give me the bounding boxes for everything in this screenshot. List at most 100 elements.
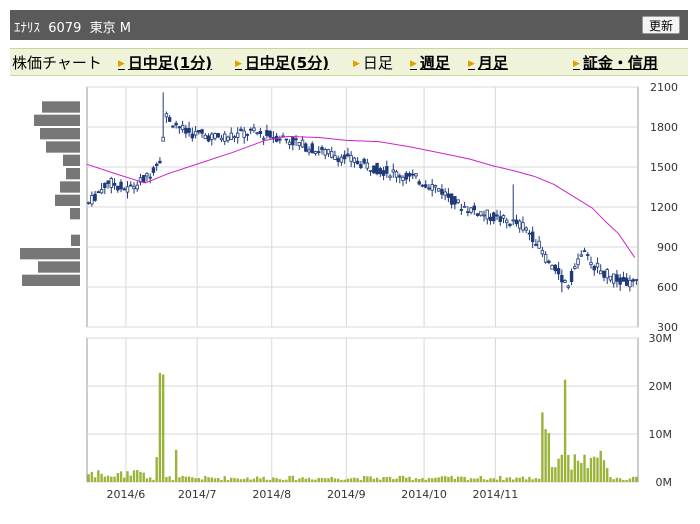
volume-bar: [252, 478, 256, 482]
candle-body: [142, 175, 146, 183]
tab-monthly[interactable]: ▶ 月足: [468, 52, 508, 73]
candle-body: [631, 279, 635, 282]
candle-body: [287, 141, 292, 145]
candle-body: [495, 214, 499, 217]
tab-margin-credit[interactable]: ▶ 証金・信用: [573, 52, 658, 73]
volume-bar: [356, 478, 359, 482]
candle-body: [404, 172, 408, 180]
candle-body: [462, 205, 467, 208]
volume-bar: [158, 373, 162, 482]
candle-body: [453, 196, 457, 205]
candle-body: [187, 128, 191, 133]
tab-weekly[interactable]: ▶ 週足: [410, 52, 450, 73]
volume-bar: [213, 478, 217, 482]
tab-intraday-5min[interactable]: ▶ 日中足(5分): [235, 52, 329, 73]
volume-bar: [330, 476, 333, 482]
candle-body: [304, 143, 308, 152]
volume-bar: [191, 477, 194, 482]
refresh-button[interactable]: 更新: [641, 16, 680, 34]
candle-body: [394, 171, 399, 178]
volume-bar: [443, 476, 447, 482]
volume-bar: [479, 475, 483, 482]
chart-type-tab-bar: 株価チャート ▶ 日中足(1分) ▶ 日中足(5分) ▶ 日足 ▶ 週足 ▶ 月足 ▶ 証金…: [10, 48, 688, 76]
candle-body: [365, 162, 370, 169]
volume-bar: [482, 479, 486, 482]
arrow-right-icon: ▶: [353, 59, 360, 69]
volume-bar: [349, 478, 353, 482]
candle-body: [573, 266, 577, 269]
candle-body: [586, 254, 590, 256]
candle-body: [161, 136, 165, 142]
volume-tick-label: 30M: [649, 332, 673, 345]
candle-body: [563, 280, 567, 283]
volume-bar: [534, 478, 538, 482]
candle-body: [424, 184, 428, 188]
volume-bar: [567, 455, 570, 482]
candle-body: [125, 186, 130, 193]
candle-body: [96, 191, 101, 194]
candle-body: [372, 165, 376, 174]
candle-body: [517, 220, 522, 229]
candle-body: [482, 214, 486, 217]
volume-bar: [119, 471, 123, 482]
volume-bar: [149, 477, 152, 482]
volume-bar: [129, 475, 132, 482]
candle-body: [177, 126, 182, 129]
candle-body: [446, 193, 451, 198]
candle-body: [488, 216, 493, 221]
volume-bar: [324, 478, 327, 482]
candle-body: [190, 133, 195, 139]
volume-bar: [586, 467, 589, 482]
volume-bar: [499, 475, 502, 482]
candle-body: [239, 128, 243, 132]
candle-body: [180, 124, 185, 131]
arrow-right-icon: ▶: [410, 59, 417, 69]
volume-bar: [353, 477, 356, 482]
volume-bar: [606, 468, 609, 482]
volume-tick-label: 10M: [649, 428, 673, 441]
volume-bar: [298, 478, 301, 482]
volume-bar: [576, 460, 580, 482]
candle-body: [621, 276, 626, 282]
candle-body: [501, 215, 506, 219]
volume-bar: [311, 479, 314, 482]
candle-body: [242, 130, 246, 138]
candle-body: [106, 180, 110, 184]
volume-bar: [463, 476, 466, 482]
candlestick-series: [86, 92, 639, 293]
volume-bar: [346, 478, 350, 482]
volume-bar: [622, 479, 625, 482]
candle-body: [294, 138, 298, 141]
candle-body: [524, 227, 528, 231]
candle-body: [336, 158, 340, 162]
profile-bar: [63, 154, 80, 166]
candle-body: [330, 150, 334, 158]
candle-body: [223, 133, 227, 142]
volume-bar: [512, 479, 515, 482]
profile-bar: [46, 141, 80, 153]
volume-bar: [285, 479, 288, 482]
volume-bar: [408, 476, 411, 482]
volume-bar: [226, 479, 230, 482]
candle-body: [245, 134, 250, 136]
volume-bar: [187, 476, 191, 482]
candle-body: [210, 133, 214, 140]
tab-intraday-1min[interactable]: ▶ 日中足(1分): [118, 52, 212, 73]
volume-bar: [628, 478, 632, 482]
candle-body: [90, 195, 94, 205]
candle-body: [540, 249, 545, 255]
volume-bar: [343, 479, 346, 482]
volume-bar: [424, 479, 427, 482]
candle-body: [132, 186, 136, 190]
candle-body: [634, 279, 639, 281]
candle-body: [537, 240, 541, 249]
volume-bar: [239, 479, 243, 482]
candle-body: [323, 149, 327, 156]
candle-body: [414, 173, 418, 177]
candle-body: [206, 135, 211, 142]
volume-bar: [278, 479, 282, 482]
volume-bar: [291, 475, 295, 482]
volume-bar: [165, 476, 168, 482]
volume-bar: [596, 457, 599, 482]
candle-body: [385, 166, 389, 174]
